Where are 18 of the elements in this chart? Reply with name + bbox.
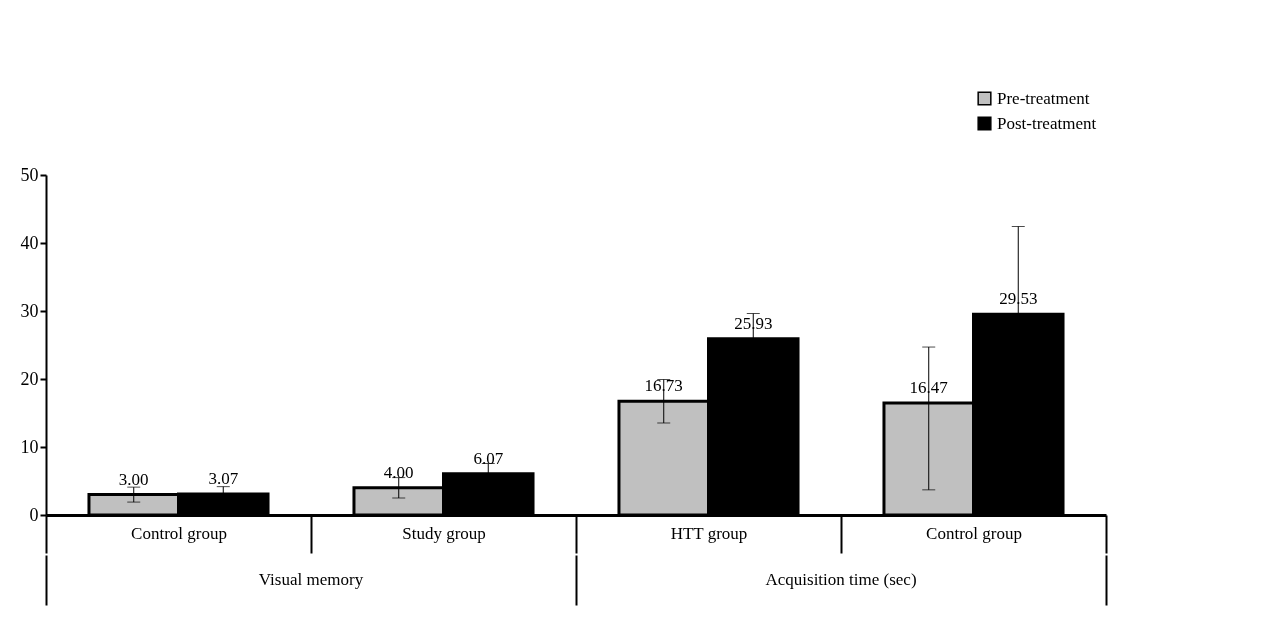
data-label: 3.07 — [208, 469, 239, 489]
y-tick-label: 10 — [20, 436, 39, 457]
y-tick-label: 50 — [20, 164, 39, 185]
text: Visual memory — [258, 570, 364, 589]
y-tick-label: 0 — [29, 504, 39, 525]
data-label: 3.00 — [118, 469, 149, 489]
data-label: 6.07 — [473, 448, 504, 468]
y-tick-label: 20 — [20, 368, 39, 389]
y-tick-label: 40 — [20, 232, 39, 253]
x-tick-label: Study group — [402, 523, 486, 543]
x-tick-label: Control group — [926, 523, 1022, 543]
x-tick-label: HTT group — [670, 523, 748, 543]
y-tick-label: 30 — [20, 300, 39, 321]
x-tick-label: Control group — [131, 523, 227, 543]
text: Acquisition time (sec) — [765, 570, 917, 589]
legend-label: Post-treatment — [997, 113, 1097, 133]
legend-label: Pre-treatment — [997, 88, 1090, 108]
data-label: 4.00 — [383, 462, 414, 482]
